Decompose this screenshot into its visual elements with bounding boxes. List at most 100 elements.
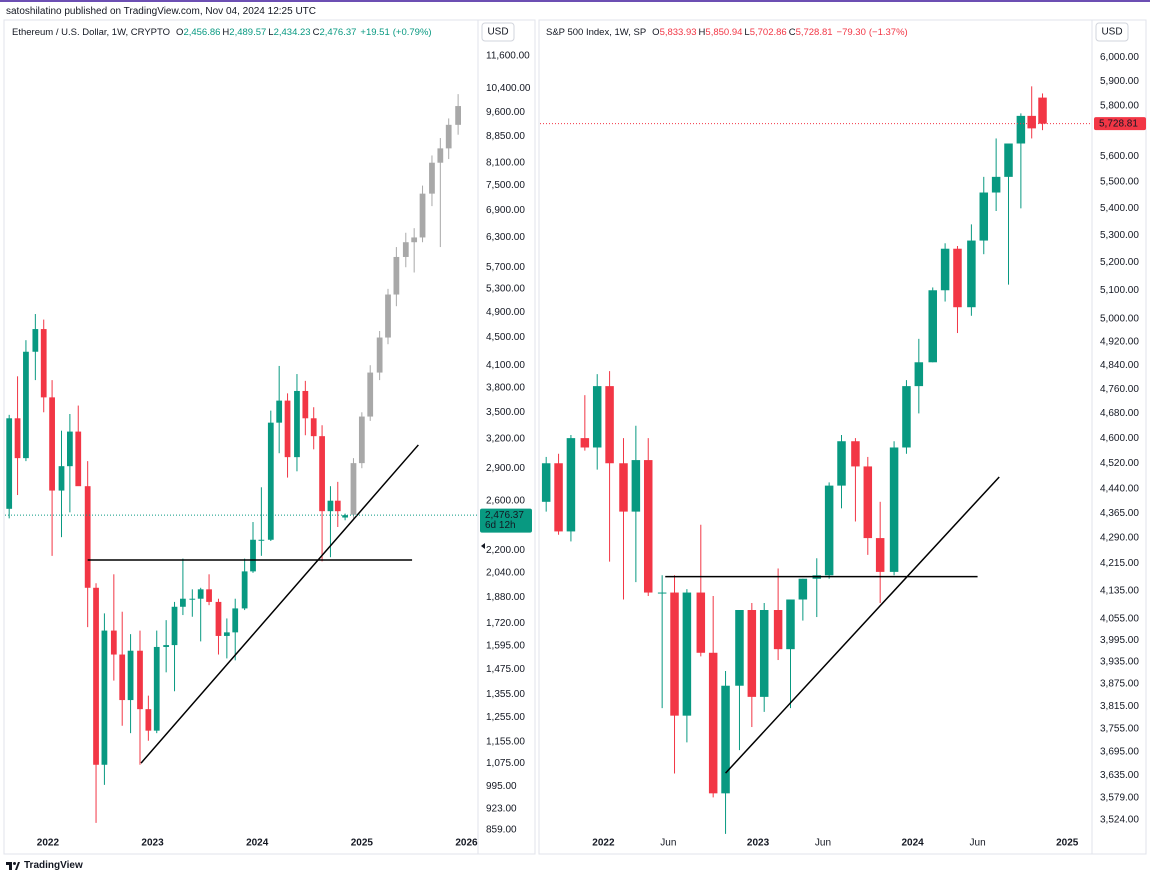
- panel-frame: [3, 19, 536, 855]
- candle-body: [889, 447, 899, 572]
- y-tick-label: 9,600.00: [486, 107, 525, 118]
- y-tick-label: 5,300.00: [486, 284, 525, 295]
- y-tick-label: 1,720.00: [486, 618, 525, 629]
- ohlc-value: 5,728.81: [795, 27, 833, 38]
- candle-body: [914, 362, 924, 387]
- bar-countdown: 6d 12h: [485, 520, 516, 531]
- candle-body: [991, 176, 1001, 193]
- ohlc-key: O: [652, 27, 660, 38]
- brand-logo: [6, 861, 20, 870]
- x-tick-label: 2026: [455, 838, 478, 849]
- x-tick-label: 2025: [351, 838, 374, 849]
- y-tick-label: 3,579.00: [1100, 792, 1139, 803]
- y-tick-label: 4,290.00: [1100, 533, 1139, 544]
- currency-box[interactable]: [481, 22, 515, 42]
- candle-body: [267, 422, 274, 540]
- candle-body: [23, 351, 29, 459]
- candle-body: [902, 386, 911, 448]
- y-tick-label: 8,100.00: [486, 157, 525, 168]
- y-tick-label: 1,075.00: [486, 758, 525, 769]
- y-tick-label: 3,695.00: [1100, 747, 1139, 758]
- x-tick-label: 2022: [37, 838, 60, 849]
- candle-body: [875, 538, 885, 572]
- ohlc-key: L: [744, 27, 750, 38]
- candle-body: [566, 438, 576, 532]
- candle-body: [554, 463, 563, 532]
- candle-body: [747, 610, 757, 697]
- price-label: 2,476.37: [485, 510, 524, 521]
- currency-box[interactable]: [1095, 22, 1129, 42]
- ohlc-value: 2,476.37: [319, 27, 357, 38]
- y-tick-label: 6,300.00: [486, 232, 525, 243]
- y-tick-label: 4,100.00: [486, 360, 525, 371]
- ohlc-key: C: [788, 27, 796, 38]
- ohlc-key: C: [312, 27, 320, 38]
- candle-body: [327, 500, 334, 512]
- candle-body: [824, 485, 834, 576]
- y-tick-label: 4,500.00: [486, 332, 525, 343]
- candle-body: [84, 486, 91, 588]
- candle-body: [455, 106, 461, 125]
- legend: S&P 500 Index, 1W, SP O5,833.93 H5,850.94 L…: [546, 27, 908, 38]
- candle-body: [837, 441, 846, 486]
- currency-label[interactable]: USD: [487, 27, 508, 38]
- x-tick-label: 2023: [141, 838, 164, 849]
- candle-body: [657, 592, 667, 594]
- candle-body: [189, 598, 196, 600]
- candle-body: [798, 578, 808, 600]
- candle-body: [75, 431, 82, 487]
- candle-body: [294, 390, 300, 458]
- candle-body: [953, 248, 962, 308]
- candle-body: [119, 654, 126, 701]
- candle-body: [284, 400, 291, 458]
- candle-body: [241, 571, 248, 609]
- candle-body: [302, 390, 309, 419]
- x-tick-label: Jun: [815, 838, 831, 849]
- y-tick-label: 5,600.00: [1100, 151, 1139, 162]
- legend-title: Ethereum / U.S. Dollar, 1W, CRYPTO: [12, 27, 171, 38]
- candle-body: [696, 592, 706, 653]
- legend-title: S&P 500 Index, 1W, SP: [546, 27, 647, 38]
- candle-body: [223, 632, 230, 636]
- y-tick-label: 1,255.00: [486, 712, 525, 723]
- x-tick-label: 2025: [1056, 838, 1079, 849]
- change: −79.30: [836, 27, 866, 38]
- candle-body: [393, 256, 400, 295]
- candle-body: [171, 606, 178, 646]
- candle-body: [541, 463, 551, 502]
- candle-body: [445, 124, 452, 149]
- axis-marker: [481, 543, 485, 549]
- candle-body: [6, 418, 13, 509]
- candle-body: [250, 539, 256, 572]
- candle-body: [851, 441, 860, 467]
- y-tick-label: 4,365.00: [1100, 508, 1139, 519]
- x-tick-label: 2022: [592, 838, 615, 849]
- candle-body: [631, 460, 641, 512]
- candle-body: [127, 650, 134, 701]
- candle-body: [682, 592, 692, 716]
- price-label-box: [1094, 117, 1146, 131]
- candle-body: [40, 329, 47, 398]
- candle-body: [110, 630, 117, 655]
- currency-label[interactable]: USD: [1101, 27, 1122, 38]
- y-tick-label: 6,000.00: [1100, 52, 1139, 63]
- candle-body: [1038, 97, 1047, 124]
- y-tick-label: 4,680.00: [1100, 408, 1139, 419]
- footer: TradingView: [6, 860, 83, 871]
- y-tick-label: 5,300.00: [1100, 230, 1139, 241]
- ohlc-value: 2,456.86: [183, 27, 221, 38]
- candle-body: [619, 463, 628, 512]
- legend: Ethereum / U.S. Dollar, 1W, CRYPTO O2,456…: [12, 27, 432, 38]
- ohlc-key: O: [176, 27, 184, 38]
- candle-body: [67, 431, 73, 467]
- panel-frame: [538, 19, 1147, 855]
- candle-body: [145, 709, 152, 731]
- y-tick-label: 4,055.00: [1100, 613, 1139, 624]
- y-tick-label: 5,900.00: [1100, 76, 1139, 87]
- candle-body: [206, 589, 212, 602]
- y-tick-label: 11,600.00: [486, 51, 530, 62]
- candle-body: [411, 237, 418, 243]
- candle-body: [367, 372, 374, 417]
- candle-body: [342, 515, 348, 518]
